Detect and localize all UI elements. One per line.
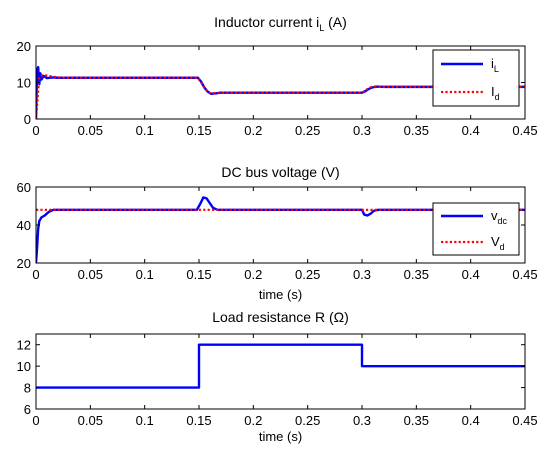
load-resistance-title: Load resistance R (Ω) — [212, 309, 349, 325]
load-resistance-ytick-label: 12 — [17, 338, 31, 353]
inductor-current-xtick-label: 0.2 — [244, 123, 262, 138]
dc-bus-voltage-xtick-label: 0.1 — [136, 267, 154, 282]
inductor-current-legend-label: Id — [491, 84, 500, 102]
dc-bus-voltage-xtick-label: 0.45 — [512, 267, 537, 282]
inductor-current-plot: 0 0.05 0.1 0.15 0.2 0.25 0.3 0.35 0.4 0.45 0 10 20 In… — [17, 14, 538, 138]
inductor-current-xtick-label: 0.35 — [404, 123, 429, 138]
inductor-current-xtick-label: 0.25 — [295, 123, 320, 138]
load-resistance-axes-frame — [35, 333, 526, 410]
load-resistance-xtick-label: 0 — [32, 413, 39, 428]
dc-bus-voltage-ytick-label: 20 — [17, 256, 31, 271]
dc-bus-voltage-legend-box — [432, 202, 520, 256]
dc-bus-voltage-xtick-label: 0.15 — [186, 267, 211, 282]
inductor-current-legend-box — [432, 49, 520, 107]
inductor-current-ytick-label: 0 — [24, 112, 31, 127]
inductor-current-xtick-label: 0 — [32, 123, 39, 138]
load-resistance-xtick-label: 0.15 — [186, 413, 211, 428]
dc-bus-voltage-xlabel: time (s) — [259, 287, 302, 302]
dc-bus-voltage-xtick-label: 0 — [32, 267, 39, 282]
inductor-current-title: Inductor current iL (A) — [214, 14, 347, 33]
load-resistance-xtick-label: 0.1 — [136, 413, 154, 428]
load-resistance-ytick-label: 6 — [24, 402, 31, 417]
load-resistance-ytick-label: 10 — [17, 359, 31, 374]
dc-bus-voltage-legend-label: Vd — [491, 234, 505, 252]
load-resistance-xtick-label: 0.45 — [512, 413, 537, 428]
load-resistance-xlabel: time (s) — [259, 429, 302, 444]
dc-bus-voltage-legend-label: vdc — [491, 208, 508, 226]
inductor-current-xtick-label: 0.3 — [353, 123, 371, 138]
inductor-current-series-id-line — [36, 74, 525, 119]
load-resistance-xtick-label: 0.25 — [295, 413, 320, 428]
dc-bus-voltage-ytick-label: 40 — [17, 218, 31, 233]
dc-bus-voltage-title: DC bus voltage (V) — [221, 164, 339, 180]
inductor-current-legend-label: iL — [491, 56, 499, 74]
load-resistance-ytick-label: 8 — [24, 381, 31, 396]
load-resistance-xtick-label: 0.4 — [462, 413, 480, 428]
dc-bus-voltage-plot: 0 0.05 0.1 0.15 0.2 0.25 0.3 0.35 0.4 0.45 20 40 60 D… — [17, 164, 538, 302]
inductor-current-xtick-label: 0.05 — [78, 123, 103, 138]
dc-bus-voltage-legend: vdc Vd — [432, 202, 520, 256]
inductor-current-series-group — [36, 65, 525, 119]
dc-bus-voltage-xtick-label: 0.3 — [353, 267, 371, 282]
load-resistance-plot: 0 0.05 0.1 0.15 0.2 0.25 0.3 0.35 0.4 0.45 6 8 10 12 L… — [17, 309, 538, 444]
dc-bus-voltage-xtick-label: 0.35 — [404, 267, 429, 282]
inductor-current-ytick-label: 10 — [17, 76, 31, 91]
dc-bus-voltage-xtick-label: 0.4 — [462, 267, 480, 282]
dc-bus-voltage-series-vdc-line — [36, 196, 525, 263]
dc-bus-voltage-xtick-label: 0.25 — [295, 267, 320, 282]
inductor-current-xtick-label: 0.4 — [462, 123, 480, 138]
load-resistance-series-line-line — [36, 343, 525, 389]
inductor-current-legend: iL Id — [432, 49, 520, 107]
load-resistance-series-group — [36, 343, 525, 389]
load-resistance-axes-area — [36, 334, 525, 409]
inductor-current-xtick-label: 0.45 — [512, 123, 537, 138]
load-resistance-xtick-label: 0.2 — [244, 413, 262, 428]
load-resistance-xtick-label: 0.3 — [353, 413, 371, 428]
dc-bus-voltage-xtick-label: 0.05 — [78, 267, 103, 282]
load-resistance-xtick-label: 0.35 — [404, 413, 429, 428]
dc-bus-voltage-ytick-label: 60 — [17, 180, 31, 195]
dc-bus-voltage-series-group — [36, 196, 525, 263]
load-resistance-xtick-label: 0.05 — [78, 413, 103, 428]
inductor-current-xtick-label: 0.15 — [186, 123, 211, 138]
dc-bus-voltage-xtick-label: 0.2 — [244, 267, 262, 282]
inductor-current-ytick-label: 20 — [17, 39, 31, 54]
inductor-current-xtick-label: 0.1 — [136, 123, 154, 138]
